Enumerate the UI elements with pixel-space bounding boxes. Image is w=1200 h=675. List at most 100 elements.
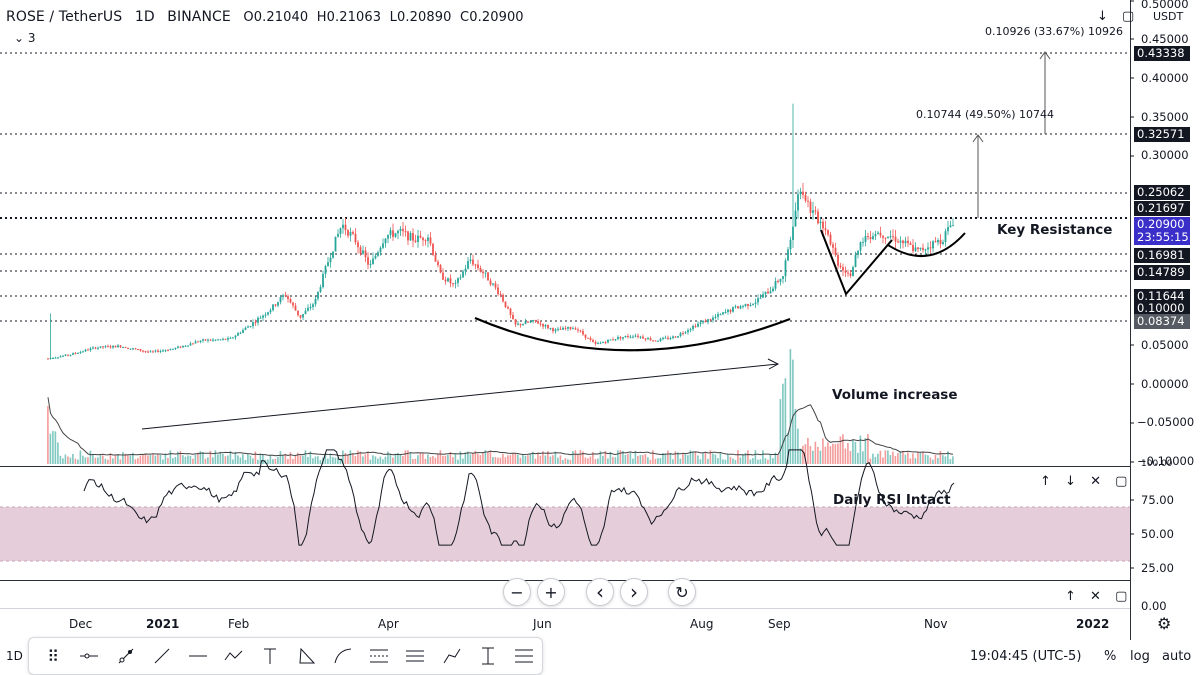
candle-body xyxy=(352,231,354,234)
volume-bar xyxy=(317,456,319,464)
candle-body xyxy=(592,340,594,342)
candle-body xyxy=(687,330,689,333)
candle-body xyxy=(274,304,277,306)
move-up-icon[interactable]: ↑ xyxy=(1040,474,1051,489)
candle-body xyxy=(379,247,382,253)
volume-bar xyxy=(434,457,437,464)
horizontal-line-icon[interactable] xyxy=(180,641,216,671)
volume-bar xyxy=(637,455,639,464)
candle-body xyxy=(522,324,524,326)
candle-body xyxy=(847,272,849,274)
volume-bar xyxy=(627,453,629,464)
volume-bar xyxy=(829,446,832,464)
ray-icon[interactable] xyxy=(144,641,180,671)
path-icon[interactable] xyxy=(216,641,252,671)
price-tick: 0.30000 xyxy=(1141,148,1189,162)
candle-body xyxy=(322,273,324,288)
volume-bar xyxy=(269,454,272,464)
parallel-channel-icon[interactable] xyxy=(506,641,542,671)
candle-body xyxy=(839,265,842,268)
auto-toggle[interactable]: auto xyxy=(1162,649,1192,664)
volume-bar xyxy=(897,453,899,464)
candle-body xyxy=(572,328,574,330)
candle-body xyxy=(294,305,297,311)
volume-bar xyxy=(617,450,619,464)
volume-bar xyxy=(129,455,132,464)
volume-bar xyxy=(84,457,87,464)
maximize-icon[interactable]: ▢ xyxy=(1115,589,1128,604)
brush-icon[interactable] xyxy=(433,641,469,671)
drawing-toolbar: ⠿ xyxy=(28,637,543,675)
triangle-icon[interactable] xyxy=(289,641,325,671)
close-icon[interactable]: ✕ xyxy=(1090,474,1101,489)
move-up-icon[interactable]: ↑ xyxy=(1065,589,1076,604)
rsi-tick-partial: 100.00 xyxy=(1141,459,1173,469)
volume-bar xyxy=(529,453,532,464)
volume-bar xyxy=(539,455,542,464)
log-toggle[interactable]: log xyxy=(1130,649,1150,664)
candle-body xyxy=(679,333,682,337)
volume-bar xyxy=(827,442,829,464)
candle-body xyxy=(74,353,77,355)
price-range-icon[interactable] xyxy=(470,641,506,671)
volume-bar xyxy=(197,452,199,464)
volume-bar xyxy=(169,450,172,464)
volume-bar xyxy=(689,450,692,464)
symbol-header[interactable]: ROSE / TetherUS 1D BINANCE O0.21040 H0.2… xyxy=(6,9,528,25)
volume-bar xyxy=(459,451,462,464)
candle-body xyxy=(892,236,894,238)
curve-icon[interactable] xyxy=(325,641,361,671)
zoom-out-button[interactable]: − xyxy=(503,578,531,606)
volume-bar xyxy=(337,457,339,464)
candle-body xyxy=(209,339,212,341)
volume-bar xyxy=(164,453,167,464)
candle-body xyxy=(394,233,397,237)
candle-body xyxy=(747,304,749,306)
volume-bar xyxy=(359,451,362,464)
indicators-toggle[interactable]: ⌄ 3 xyxy=(14,31,36,45)
grip-icon[interactable]: ⠿ xyxy=(47,646,59,666)
candle-body xyxy=(402,228,404,232)
trend-line-icon[interactable] xyxy=(107,641,143,671)
price-tick: 0.35000 xyxy=(1141,110,1189,124)
download-icon[interactable]: ↓ xyxy=(1097,9,1108,24)
volume-bar xyxy=(712,453,714,464)
fib-channel-icon[interactable] xyxy=(397,641,433,671)
volume-bar xyxy=(209,450,212,464)
symbol-name[interactable]: ROSE / TetherUS xyxy=(6,9,123,25)
candle-body xyxy=(154,350,157,352)
interval-label[interactable]: 1D xyxy=(134,9,155,25)
scroll-left-button[interactable]: ‹ xyxy=(586,578,614,606)
scroll-right-button[interactable]: › xyxy=(620,578,648,606)
volume-bar xyxy=(59,455,62,464)
timeframe-label[interactable]: 1D xyxy=(6,649,23,663)
volume-bar xyxy=(557,457,559,464)
gear-icon[interactable]: ⚙ xyxy=(1157,614,1172,633)
maximize-icon[interactable]: ▢ xyxy=(1115,474,1128,489)
timezone-clock[interactable]: 19:04:45 (UTC-5) xyxy=(970,649,1082,664)
horizontal-ray-icon[interactable] xyxy=(71,641,107,671)
zoom-in-button[interactable]: + xyxy=(537,578,565,606)
candle-body xyxy=(874,234,877,237)
volume-bar xyxy=(284,453,287,464)
candle-body xyxy=(374,255,377,259)
text-icon[interactable] xyxy=(252,641,288,671)
fib-retracement-icon[interactable] xyxy=(361,641,397,671)
close-icon[interactable]: ✕ xyxy=(1090,589,1101,604)
volume-bar xyxy=(219,451,222,464)
maximize-icon[interactable]: ▢ xyxy=(1122,9,1135,24)
volume-bar xyxy=(564,458,567,464)
volume-bar xyxy=(47,406,49,464)
volume-bar xyxy=(329,453,332,464)
candle-body xyxy=(887,236,889,239)
percent-toggle[interactable]: % xyxy=(1104,649,1117,664)
volume-bar xyxy=(367,451,369,464)
reset-chart-button[interactable]: ↻ xyxy=(668,578,696,606)
candle-body xyxy=(822,221,824,229)
candle-body xyxy=(112,345,114,348)
candle-body xyxy=(227,338,229,340)
volume-bar xyxy=(614,457,617,464)
move-down-icon[interactable]: ↓ xyxy=(1065,474,1076,489)
volume-bar xyxy=(884,450,887,464)
